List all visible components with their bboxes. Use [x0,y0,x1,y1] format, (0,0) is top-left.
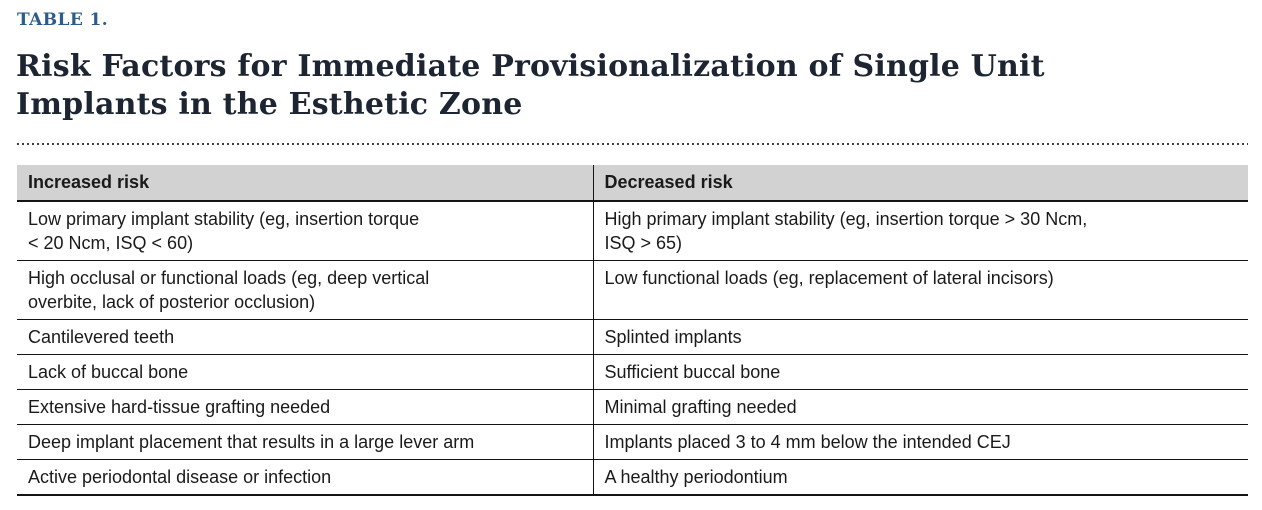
decreased-risk-cell: Minimal grafting needed [592,389,1248,425]
increased-risk-cell: Active periodontal disease or infection [17,459,593,496]
table-row: Cantilevered teeth Splinted implants [17,319,1248,355]
increased-risk-cell: Extensive hard-tissue grafting needed [17,389,593,425]
decreased-risk-cell: A healthy periodontium [592,459,1248,496]
table-title: Risk Factors for Immediate Provisionaliz… [16,49,1045,122]
increased-risk-cell: Low primary implant stability (eg, inser… [17,201,593,261]
table-row: Active periodontal disease or infection … [17,459,1248,496]
table-row: Deep implant placement that results in a… [17,424,1248,460]
decreased-risk-cell: Splinted implants [592,319,1248,355]
increased-risk-cell: High occlusal or functional loads (eg, d… [17,260,593,320]
table-row: Lack of buccal bone Sufficient buccal bo… [17,354,1248,390]
decreased-risk-cell: High primary implant stability (eg, inse… [592,201,1248,261]
decreased-risk-cell: Implants placed 3 to 4 mm below the inte… [592,424,1248,460]
increased-risk-cell: Lack of buccal bone [17,354,593,390]
increased-risk-cell: Deep implant placement that results in a… [17,424,593,460]
increased-risk-cell: Cantilevered teeth [17,319,593,355]
dotted-divider [17,143,1248,145]
table-number-label: TABLE 1. [17,10,109,30]
risk-factors-table: Increased risk Decreased risk Low primar… [17,165,1248,496]
table-row: High occlusal or functional loads (eg, d… [17,260,1248,320]
table-row: Low primary implant stability (eg, inser… [17,201,1248,261]
column-header-decreased-risk: Decreased risk [592,165,1248,202]
table-row: Extensive hard-tissue grafting needed Mi… [17,389,1248,425]
column-header-increased-risk: Increased risk [17,165,593,202]
header-row: Increased risk Decreased risk [17,165,1248,202]
decreased-risk-cell: Sufficient buccal bone [592,354,1248,390]
decreased-risk-cell: Low functional loads (eg, replacement of… [592,260,1248,320]
